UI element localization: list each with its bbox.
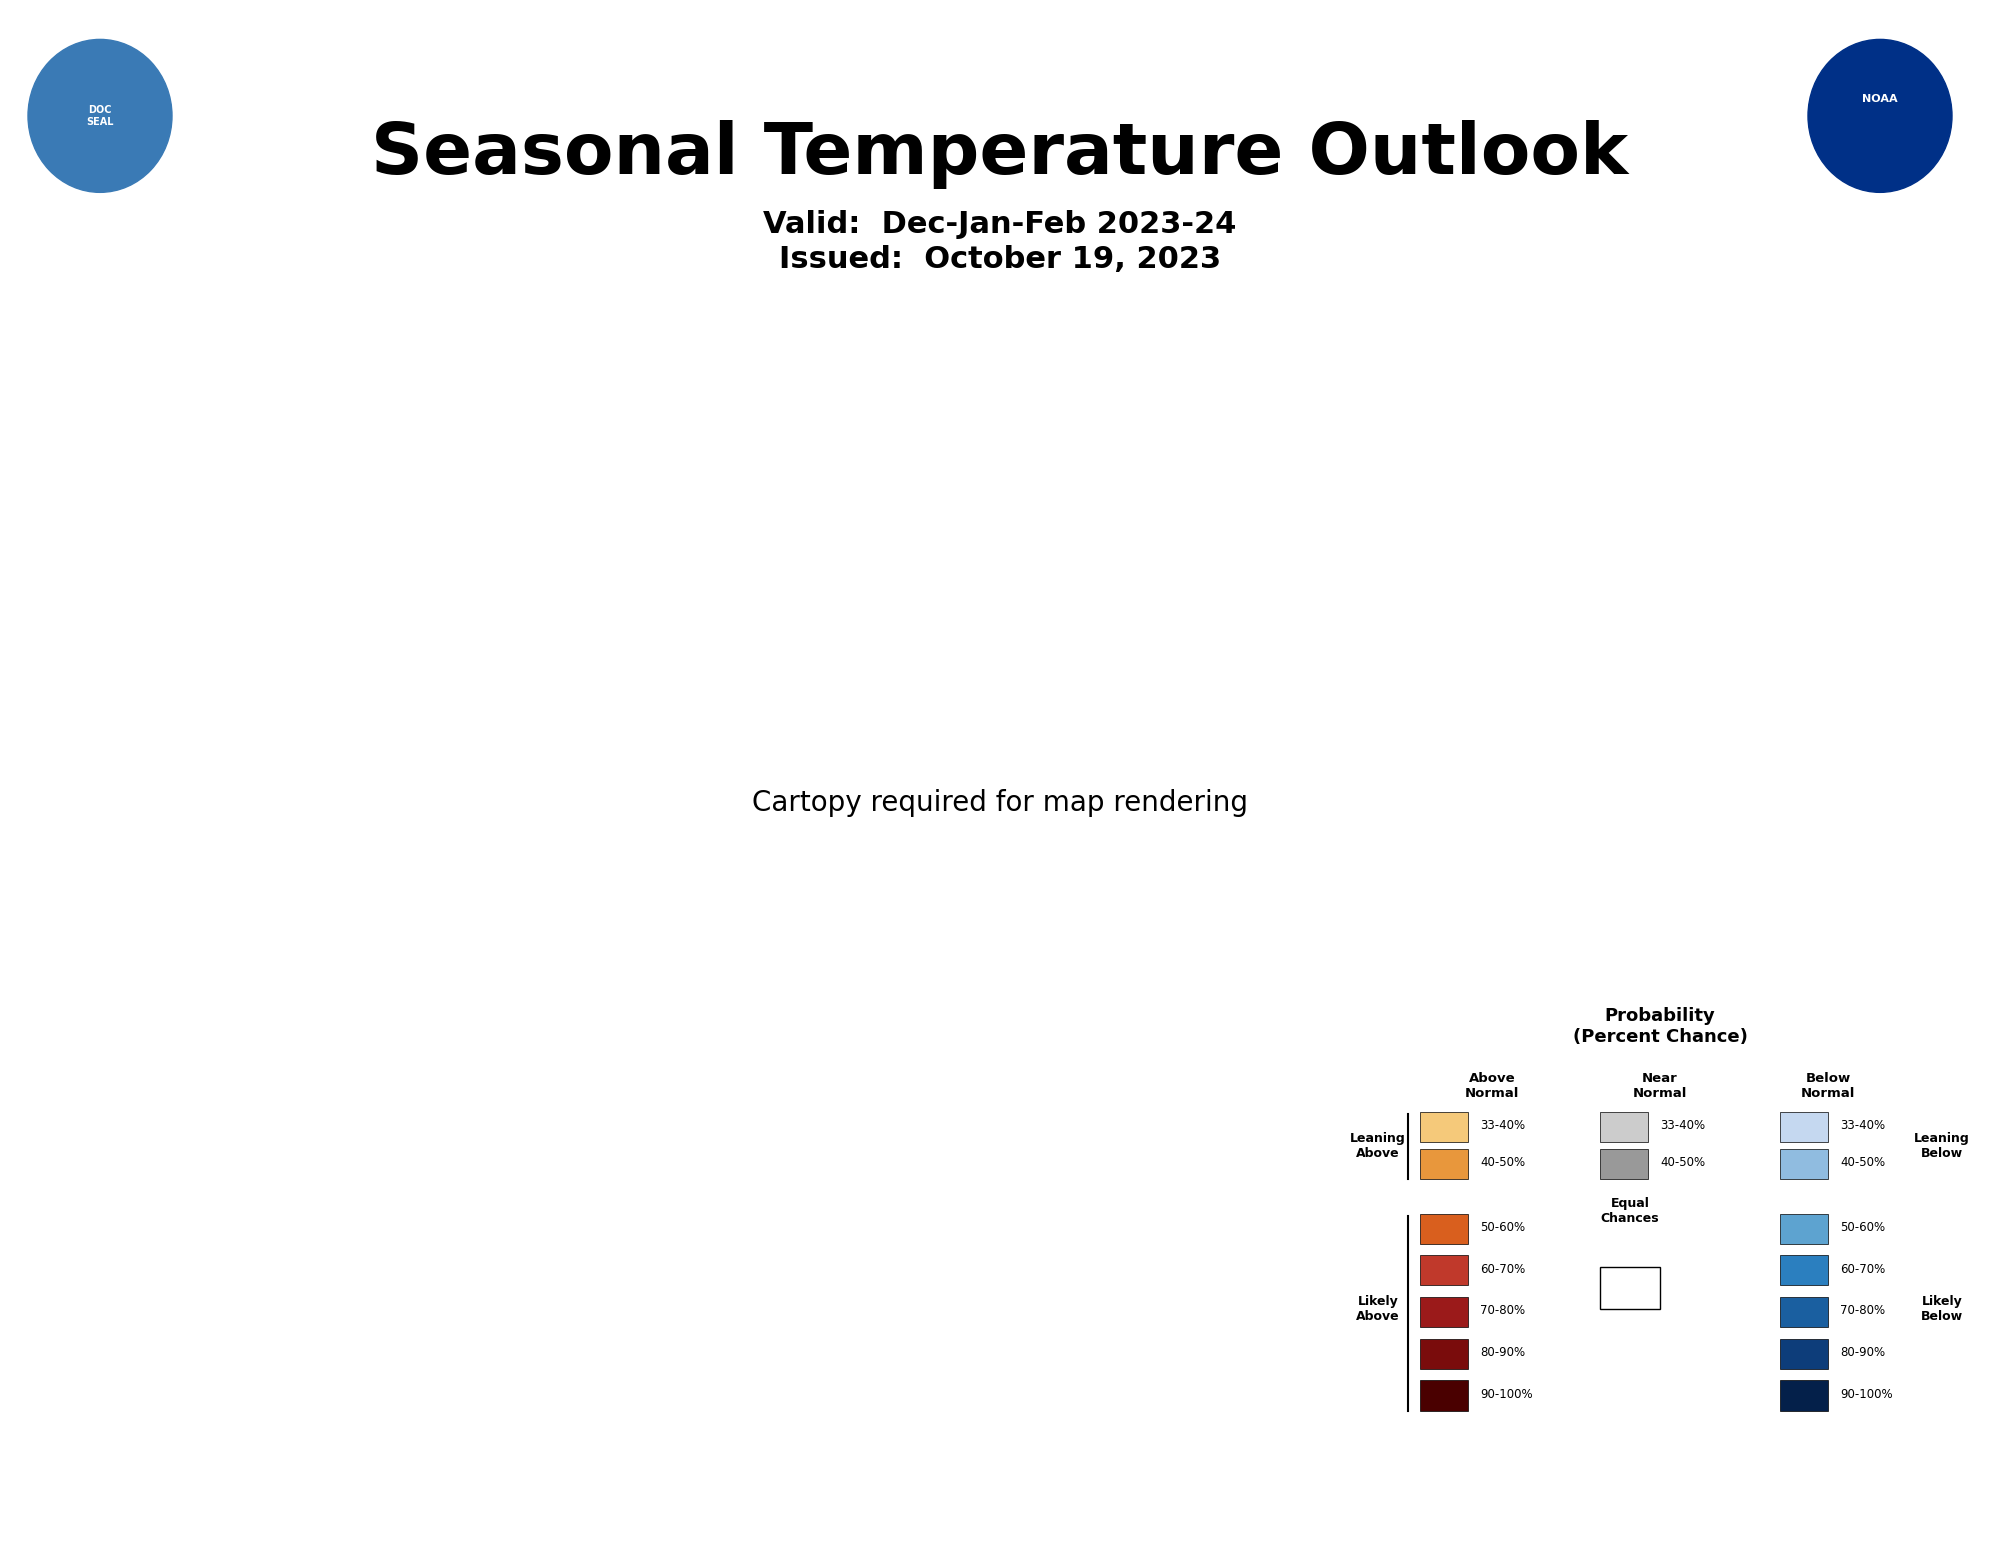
Text: Likely
Below: Likely Below xyxy=(1920,1295,1964,1323)
Text: Issued:  October 19, 2023: Issued: October 19, 2023 xyxy=(778,246,1222,273)
Text: Below
Normal: Below Normal xyxy=(1800,1072,1856,1100)
FancyBboxPatch shape xyxy=(1780,1298,1828,1327)
FancyBboxPatch shape xyxy=(1420,1298,1468,1327)
Text: Leaning
Below: Leaning Below xyxy=(1914,1132,1970,1160)
FancyBboxPatch shape xyxy=(1420,1338,1468,1369)
Text: Seasonal Temperature Outlook: Seasonal Temperature Outlook xyxy=(372,121,1628,188)
FancyBboxPatch shape xyxy=(1780,1255,1828,1285)
FancyBboxPatch shape xyxy=(1420,1149,1468,1179)
FancyBboxPatch shape xyxy=(1420,1255,1468,1285)
Text: 33-40%: 33-40% xyxy=(1480,1119,1526,1132)
FancyBboxPatch shape xyxy=(1420,1381,1468,1411)
Text: 40-50%: 40-50% xyxy=(1840,1156,1886,1170)
FancyBboxPatch shape xyxy=(1420,1214,1468,1244)
Text: Leaning
Above: Leaning Above xyxy=(1350,1132,1406,1160)
Text: Near
Normal: Near Normal xyxy=(1632,1072,1688,1100)
Text: Likely
Above: Likely Above xyxy=(1356,1295,1400,1323)
Text: 70-80%: 70-80% xyxy=(1840,1304,1886,1318)
Text: 80-90%: 80-90% xyxy=(1480,1346,1526,1360)
FancyBboxPatch shape xyxy=(1780,1338,1828,1369)
FancyBboxPatch shape xyxy=(1600,1149,1648,1179)
Text: 90-100%: 90-100% xyxy=(1480,1387,1532,1401)
Text: 80-90%: 80-90% xyxy=(1840,1346,1886,1360)
Text: 60-70%: 60-70% xyxy=(1480,1262,1526,1276)
FancyBboxPatch shape xyxy=(1600,1267,1660,1309)
Text: 33-40%: 33-40% xyxy=(1840,1119,1886,1132)
Text: 50-60%: 50-60% xyxy=(1840,1221,1886,1234)
Text: 40-50%: 40-50% xyxy=(1660,1156,1706,1170)
Text: 70-80%: 70-80% xyxy=(1480,1304,1526,1318)
FancyBboxPatch shape xyxy=(1780,1214,1828,1244)
Text: 33-40%: 33-40% xyxy=(1660,1119,1706,1132)
Text: Probability
(Percent Chance): Probability (Percent Chance) xyxy=(1572,1007,1748,1046)
Text: Equal
Chances: Equal Chances xyxy=(1600,1197,1660,1225)
FancyBboxPatch shape xyxy=(1780,1149,1828,1179)
Text: Above
Normal: Above Normal xyxy=(1464,1072,1520,1100)
Circle shape xyxy=(1808,39,1952,192)
Text: Valid:  Dec-Jan-Feb 2023-24: Valid: Dec-Jan-Feb 2023-24 xyxy=(764,210,1236,238)
Text: 40-50%: 40-50% xyxy=(1480,1156,1526,1170)
Circle shape xyxy=(28,39,172,192)
Text: 90-100%: 90-100% xyxy=(1840,1387,1892,1401)
FancyBboxPatch shape xyxy=(1600,1112,1648,1142)
Text: NOAA: NOAA xyxy=(1862,94,1898,104)
Text: Cartopy required for map rendering: Cartopy required for map rendering xyxy=(752,789,1248,817)
Text: 50-60%: 50-60% xyxy=(1480,1221,1526,1234)
FancyBboxPatch shape xyxy=(1420,1112,1468,1142)
Text: 60-70%: 60-70% xyxy=(1840,1262,1886,1276)
FancyBboxPatch shape xyxy=(1780,1381,1828,1411)
Text: DOC
SEAL: DOC SEAL xyxy=(86,105,114,127)
FancyBboxPatch shape xyxy=(1780,1112,1828,1142)
